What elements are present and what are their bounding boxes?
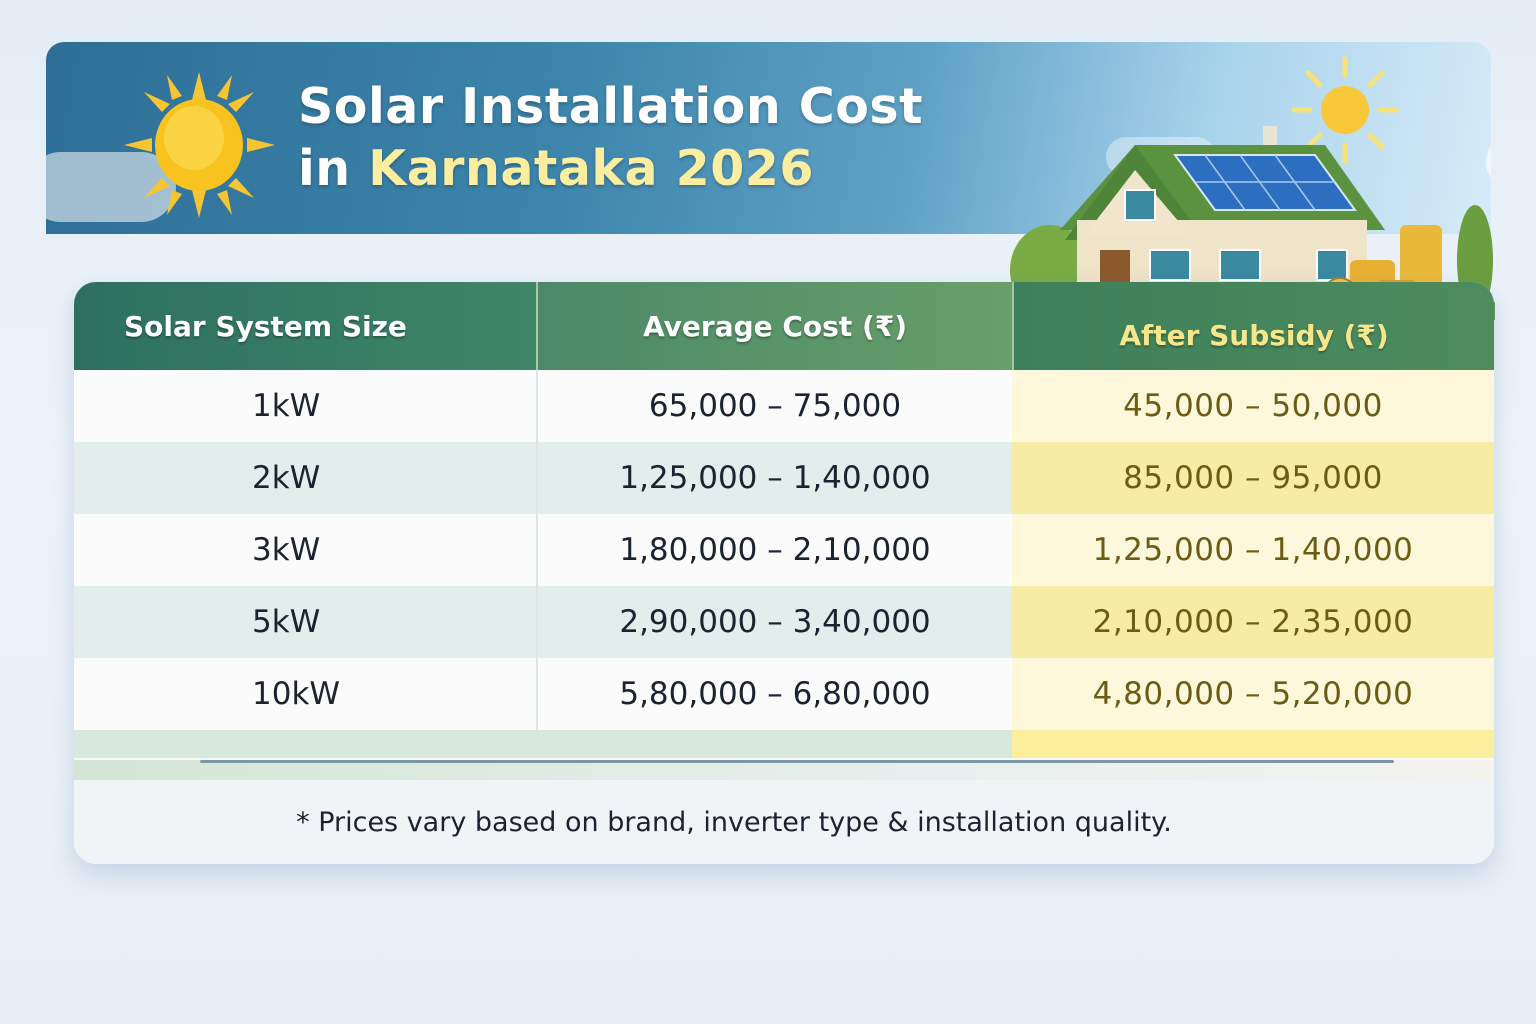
table-row: 10kW 5,80,000 – 6,80,000 4,80,000 – 5,20… (74, 658, 1494, 730)
cell-after-subsidy: 45,000 – 50,000 (1012, 370, 1494, 442)
column-header-after-subsidy: After Subsidy (₹) (1012, 282, 1494, 370)
title-highlight: Karnataka 2026 (368, 140, 814, 197)
table-row: 5kW 2,90,000 – 3,40,000 2,10,000 – 2,35,… (74, 586, 1494, 658)
title-banner: Solar Installation Cost in Karnataka 202… (46, 42, 1491, 234)
table-tail-row (74, 730, 1494, 758)
footnote: * Prices vary based on brand, inverter t… (74, 780, 1494, 864)
title-line-1: Solar Installation Cost (298, 78, 924, 135)
cell-average-cost: 1,80,000 – 2,10,000 (536, 514, 1012, 586)
cell-average-cost: 5,80,000 – 6,80,000 (536, 658, 1012, 730)
title-line-2: in Karnataka 2026 (298, 138, 923, 200)
cell-size: 10kW (74, 658, 536, 730)
cell-average-cost: 1,25,000 – 1,40,000 (536, 442, 1012, 514)
cell-after-subsidy: 1,25,000 – 1,40,000 (1012, 514, 1494, 586)
table-row: 1kW 65,000 – 75,000 45,000 – 50,000 (74, 370, 1494, 442)
sun-icon (124, 72, 275, 218)
divider (200, 760, 1394, 763)
cell-size: 3kW (74, 514, 536, 586)
title-prefix: in (298, 140, 369, 197)
cell-after-subsidy: 2,10,000 – 2,35,000 (1012, 586, 1494, 658)
table-bottom-band (74, 760, 1494, 780)
cell-average-cost: 65,000 – 75,000 (536, 370, 1012, 442)
tail-cell (74, 730, 536, 758)
column-header-average-cost: Average Cost (₹) (536, 282, 1012, 370)
cost-table: Solar System Size Average Cost (₹) After… (74, 282, 1494, 864)
cell-size: 5kW (74, 586, 536, 658)
table-row: 3kW 1,80,000 – 2,10,000 1,25,000 – 1,40,… (74, 514, 1494, 586)
cell-size: 1kW (74, 370, 536, 442)
cell-size: 2kW (74, 442, 536, 514)
cell-after-subsidy: 85,000 – 95,000 (1012, 442, 1494, 514)
table-header: Solar System Size Average Cost (₹) After… (74, 282, 1494, 370)
cloud-decoration (1486, 132, 1491, 192)
tail-cell (536, 730, 1012, 758)
table-body: 1kW 65,000 – 75,000 45,000 – 50,000 2kW … (74, 370, 1494, 758)
cell-average-cost: 2,90,000 – 3,40,000 (536, 586, 1012, 658)
table-row: 2kW 1,25,000 – 1,40,000 85,000 – 95,000 (74, 442, 1494, 514)
cell-after-subsidy: 4,80,000 – 5,20,000 (1012, 658, 1494, 730)
tail-cell (1012, 730, 1494, 758)
column-header-size: Solar System Size (74, 282, 536, 370)
page-title: Solar Installation Cost in Karnataka 202… (298, 76, 923, 200)
